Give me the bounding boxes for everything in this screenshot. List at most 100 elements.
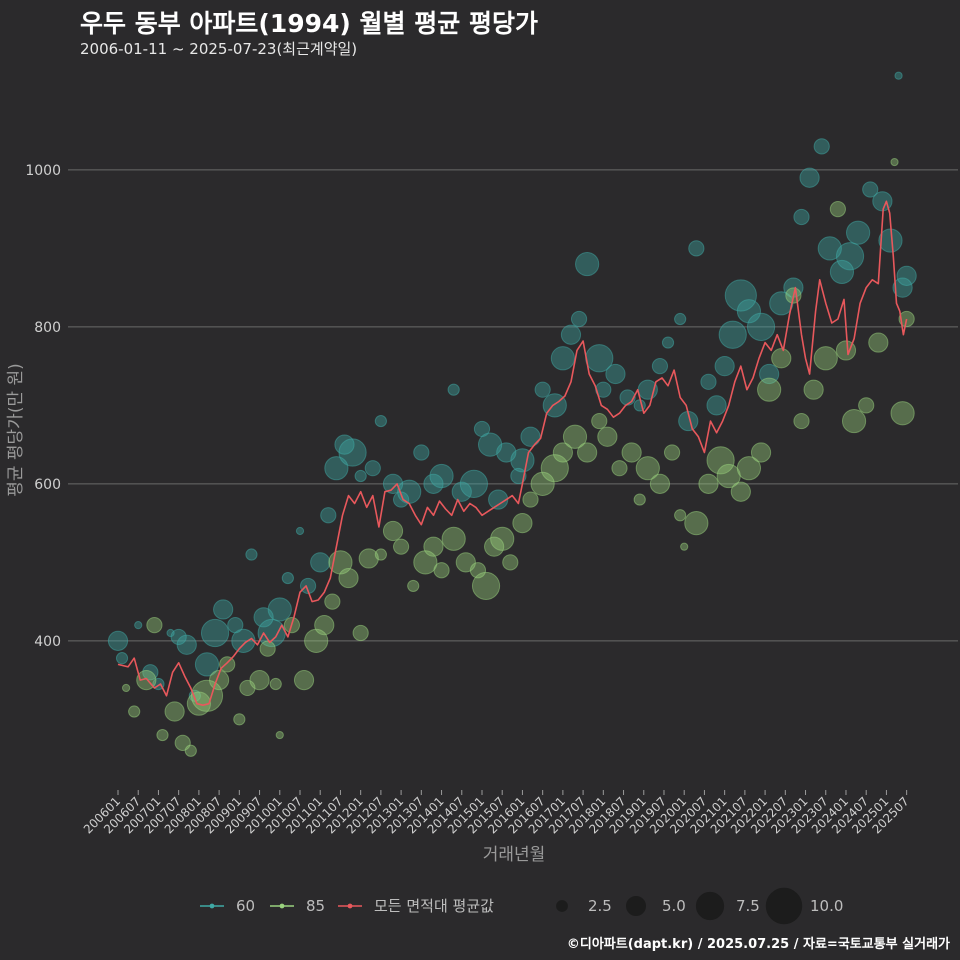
point-85 [698, 473, 719, 494]
point-60 [688, 240, 705, 257]
point-85 [393, 538, 410, 555]
point-60 [718, 320, 747, 349]
point-85 [382, 520, 404, 542]
point-60 [700, 373, 717, 390]
y-axis-ticks: 400 600 800 1000 [25, 163, 61, 650]
point-85 [635, 456, 660, 481]
point-85 [552, 442, 573, 463]
point-60 [575, 251, 600, 277]
point-60 [835, 242, 865, 271]
point-60 [310, 552, 331, 573]
point-60 [213, 599, 234, 620]
point-60 [115, 652, 129, 665]
point-85 [540, 454, 569, 483]
point-60 [170, 628, 187, 646]
point-85 [597, 426, 618, 447]
point-60 [354, 469, 367, 483]
source-caption: ©디아파트(dapt.kr) / 2025.07.25 / 자료=국토교통부 실… [566, 937, 950, 952]
size-legend-label: 10.0 [810, 897, 843, 915]
point-85 [793, 412, 810, 430]
size-legend-label: 5.0 [662, 897, 686, 915]
point-85 [680, 542, 689, 551]
point-85 [890, 157, 899, 167]
series-85-bubbles [121, 157, 915, 757]
legend-label: 60 [236, 897, 255, 915]
point-85 [146, 617, 163, 634]
point-60 [295, 526, 305, 536]
point-85 [358, 548, 379, 569]
point-60 [320, 507, 337, 524]
point-60 [746, 312, 776, 341]
point-60 [799, 167, 820, 188]
point-85 [813, 346, 838, 371]
point-60 [324, 456, 349, 481]
point-85 [649, 473, 671, 494]
size-legend-circle [765, 887, 803, 925]
point-85 [259, 640, 276, 657]
point-60 [550, 346, 575, 371]
point-85 [304, 628, 329, 653]
point-60 [661, 336, 675, 349]
point-85 [156, 728, 169, 742]
point-60 [651, 358, 669, 375]
chart-title: 우두 동부 아파트(1994) 월별 평균 평당가 [80, 9, 538, 38]
point-60 [560, 324, 582, 345]
point-85 [750, 442, 772, 463]
point-85 [771, 348, 792, 369]
point-60 [813, 138, 830, 155]
legend-label: 모든 면적대 평균값 [374, 897, 494, 915]
point-60 [633, 399, 646, 412]
chart-subtitle: 2006-01-11 ~ 2025-07-23(최근계약일) [80, 40, 358, 58]
point-60 [134, 621, 143, 630]
series-60-bubbles [107, 71, 917, 702]
point-85 [407, 579, 420, 593]
x-axis-title: 거래년월 [483, 845, 546, 865]
point-60 [459, 469, 489, 498]
x-axis-ticks: 2006012006072007012007072008012008072009… [81, 790, 912, 837]
average-line-path [117, 200, 908, 706]
point-60 [570, 310, 588, 328]
point-85 [868, 332, 889, 353]
point-85 [293, 670, 315, 691]
point-60 [674, 312, 687, 326]
point-60 [510, 448, 535, 473]
legend-label: 85 [306, 897, 325, 915]
point-85 [219, 656, 236, 673]
point-60 [364, 460, 381, 477]
point-85 [890, 401, 915, 426]
point-60 [281, 571, 294, 585]
series-average-line [117, 200, 908, 706]
point-85 [269, 677, 282, 691]
point-60 [817, 236, 842, 261]
point-85 [275, 730, 284, 740]
legend-dot-2 [347, 903, 353, 909]
point-60 [194, 652, 220, 677]
point-60 [374, 414, 387, 428]
point-60 [736, 299, 762, 324]
point-60 [142, 664, 159, 681]
point-60 [107, 630, 129, 651]
point-85 [803, 379, 824, 400]
point-60 [451, 481, 472, 502]
point-85 [121, 683, 131, 693]
point-60 [829, 259, 855, 285]
point-60 [413, 444, 430, 461]
point-60 [200, 618, 230, 648]
point-85 [352, 624, 369, 642]
size-legend-circle [556, 900, 568, 912]
point-85 [413, 550, 438, 575]
point-85 [663, 444, 681, 461]
size-legend-circle [695, 891, 725, 921]
point-85 [314, 615, 335, 636]
point-85 [233, 713, 246, 726]
size-legend-label: 7.5 [736, 897, 760, 915]
legend-dot-1 [279, 903, 285, 909]
point-85 [184, 744, 197, 757]
point-60 [267, 597, 292, 622]
point-85 [441, 526, 466, 551]
point-85 [841, 408, 867, 434]
point-60 [447, 383, 460, 396]
point-60 [245, 548, 258, 561]
point-85 [374, 548, 387, 561]
